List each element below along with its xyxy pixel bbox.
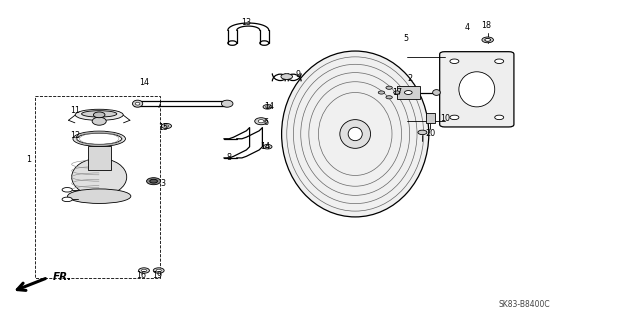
Ellipse shape xyxy=(495,59,504,63)
Text: 6: 6 xyxy=(263,118,268,127)
Ellipse shape xyxy=(418,130,427,135)
Ellipse shape xyxy=(221,100,233,107)
Text: 13: 13 xyxy=(241,18,252,27)
Text: 7: 7 xyxy=(156,101,161,110)
Ellipse shape xyxy=(394,91,400,94)
Ellipse shape xyxy=(281,74,292,79)
Text: 11: 11 xyxy=(70,106,81,115)
Ellipse shape xyxy=(136,102,140,105)
Text: 20: 20 xyxy=(425,130,435,138)
Text: 5: 5 xyxy=(404,34,409,43)
Text: 3: 3 xyxy=(161,179,166,188)
Ellipse shape xyxy=(147,178,161,185)
Ellipse shape xyxy=(459,72,495,107)
Ellipse shape xyxy=(164,125,169,127)
Ellipse shape xyxy=(433,90,440,95)
Text: 14: 14 xyxy=(260,142,271,151)
Ellipse shape xyxy=(450,59,459,63)
Bar xyxy=(426,113,435,123)
Ellipse shape xyxy=(450,115,459,120)
Ellipse shape xyxy=(62,188,72,192)
FancyBboxPatch shape xyxy=(440,52,514,127)
Ellipse shape xyxy=(259,120,264,123)
Ellipse shape xyxy=(154,268,164,273)
Text: 14: 14 xyxy=(139,78,149,87)
Ellipse shape xyxy=(72,159,127,196)
Ellipse shape xyxy=(156,269,161,272)
Ellipse shape xyxy=(255,118,268,125)
Ellipse shape xyxy=(485,39,491,41)
Text: 17: 17 xyxy=(392,88,402,97)
Text: 14: 14 xyxy=(264,102,274,111)
Ellipse shape xyxy=(482,37,493,43)
Ellipse shape xyxy=(266,146,269,148)
Ellipse shape xyxy=(132,100,143,107)
Ellipse shape xyxy=(161,123,172,129)
Text: FR.: FR. xyxy=(52,272,72,282)
Ellipse shape xyxy=(73,131,125,146)
Ellipse shape xyxy=(386,86,392,89)
Ellipse shape xyxy=(340,120,371,148)
Ellipse shape xyxy=(76,109,123,121)
Text: 8: 8 xyxy=(227,153,232,162)
Ellipse shape xyxy=(282,51,429,217)
Text: 15: 15 xyxy=(158,123,168,132)
Ellipse shape xyxy=(68,189,131,204)
Text: 1: 1 xyxy=(26,155,31,164)
Ellipse shape xyxy=(386,96,392,99)
Ellipse shape xyxy=(77,133,122,144)
Ellipse shape xyxy=(150,179,157,183)
Ellipse shape xyxy=(82,111,117,117)
Ellipse shape xyxy=(263,105,272,109)
Text: 19: 19 xyxy=(152,271,162,280)
Text: 12: 12 xyxy=(70,131,81,140)
Text: 18: 18 xyxy=(481,21,492,30)
Bar xyxy=(35,96,160,278)
Bar xyxy=(88,146,111,170)
Ellipse shape xyxy=(348,127,362,141)
Ellipse shape xyxy=(139,268,150,273)
Text: 10: 10 xyxy=(440,114,450,122)
Text: SK83-B8400C: SK83-B8400C xyxy=(499,300,550,309)
Text: 2: 2 xyxy=(407,74,412,83)
Ellipse shape xyxy=(263,145,272,149)
Ellipse shape xyxy=(92,117,106,125)
Ellipse shape xyxy=(141,269,147,272)
Text: 16: 16 xyxy=(136,271,146,280)
Ellipse shape xyxy=(93,112,105,118)
Text: 9: 9 xyxy=(295,70,300,79)
Ellipse shape xyxy=(404,91,412,94)
Ellipse shape xyxy=(266,106,269,108)
Ellipse shape xyxy=(495,115,504,120)
Text: 4: 4 xyxy=(465,23,470,32)
Ellipse shape xyxy=(62,197,72,202)
Ellipse shape xyxy=(378,91,385,94)
Bar xyxy=(397,86,420,99)
